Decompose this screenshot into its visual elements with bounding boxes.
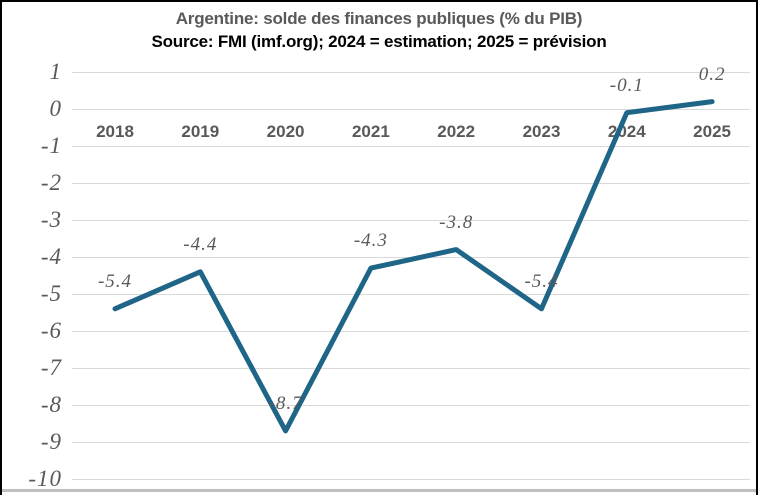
gridline <box>72 293 750 295</box>
y-tick-label: -3 <box>40 207 62 232</box>
gridline <box>72 330 750 332</box>
data-label: -5.4 <box>524 270 559 292</box>
chart-title: Argentine: solde des finances publiques … <box>175 9 583 28</box>
data-label: -4.3 <box>353 230 388 252</box>
gridline <box>72 367 750 369</box>
y-tick-label: -4 <box>40 244 62 269</box>
gridline <box>72 108 750 110</box>
y-tick-label: -7 <box>40 355 62 380</box>
chart-line <box>112 99 715 434</box>
y-tick-label: -1 <box>40 133 62 158</box>
gridline <box>72 219 750 221</box>
x-year-label: 2020 <box>266 122 305 141</box>
gridline <box>72 145 750 147</box>
bottom-divider <box>0 489 758 492</box>
x-year-label: 2018 <box>96 122 134 141</box>
x-year-label: 2022 <box>437 122 476 141</box>
frame-border-left <box>0 0 2 495</box>
gridline <box>72 71 750 73</box>
data-label: -4.4 <box>183 233 218 255</box>
y-tick-label: -9 <box>40 429 62 454</box>
gridline <box>72 441 750 443</box>
x-year-label: 2025 <box>693 122 731 141</box>
gridline <box>72 182 750 184</box>
frame-border-right <box>756 0 758 495</box>
data-label: -5.4 <box>97 270 133 292</box>
data-label: -8.7 <box>268 392 303 414</box>
data-label: 0.2 <box>698 63 726 85</box>
y-tick-label: -10 <box>28 466 62 491</box>
x-year-label: 2023 <box>522 122 561 141</box>
data-label: -0.1 <box>609 74 644 96</box>
frame-border-top <box>0 0 758 2</box>
x-year-label: 2019 <box>181 122 220 141</box>
gridline <box>72 478 750 480</box>
y-tick-label: -8 <box>40 392 62 417</box>
gridline <box>72 404 750 406</box>
y-tick-label: -2 <box>40 170 62 195</box>
y-tick-label: 1 <box>49 59 62 84</box>
y-tick-label: -6 <box>40 318 62 343</box>
y-tick-label: 0 <box>49 96 62 121</box>
y-tick-label: -5 <box>40 281 62 306</box>
chart-subtitle: Source: FMI (imf.org); 2024 = estimation… <box>151 32 607 51</box>
data-label: -3.8 <box>439 211 474 233</box>
x-year-label: 2021 <box>351 122 390 141</box>
